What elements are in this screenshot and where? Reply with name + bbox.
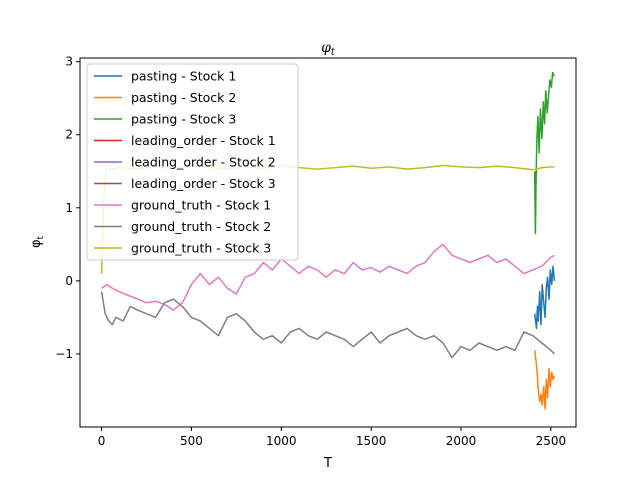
legend-label-4: leading_order - Stock 1 [131, 133, 276, 148]
legend-label-8: ground_truth - Stock 2 [131, 219, 271, 234]
y-axis-ticks: −1 0 1 2 3 [55, 55, 80, 361]
plot-frame [79, 57, 577, 428]
legend-label-5: leading_order - Stock 2 [131, 155, 276, 170]
legend-label-3: pasting - Stock 3 [131, 112, 236, 127]
chart-title: φt [321, 40, 336, 58]
legend-label-2: pasting - Stock 2 [131, 90, 236, 105]
series-line-8 [100, 291, 555, 359]
legend-frame [86, 63, 299, 261]
legend: pasting - Stock 1 pasting - Stock 2 pastin… [86, 63, 299, 261]
series-line-7 [101, 243, 555, 311]
x-tick-label: 2000 [446, 434, 477, 448]
y-tick-label: −1 [55, 347, 73, 361]
x-tick-label: 1500 [356, 434, 387, 448]
x-axis-ticks: 0 500 1000 1500 2000 2500 [98, 427, 566, 448]
legend-label-7: ground_truth - Stock 1 [131, 198, 271, 213]
y-tick-label: 1 [65, 201, 73, 215]
y-axis-label: φt [29, 235, 46, 248]
series-line-1 [533, 265, 556, 330]
series-line-3 [533, 71, 556, 235]
legend-label-6: leading_order - Stock 3 [131, 176, 276, 191]
series-line-2 [533, 350, 556, 410]
x-tick-label: 2500 [536, 434, 567, 448]
x-tick-label: 1000 [266, 434, 297, 448]
legend-label-9: ground_truth - Stock 3 [131, 241, 271, 256]
x-tick-label: 0 [98, 434, 106, 448]
y-tick-label: 0 [65, 274, 73, 288]
x-axis-label: T [323, 456, 332, 471]
y-tick-label: 3 [65, 55, 73, 69]
x-tick-label: 500 [180, 434, 203, 448]
legend-label-1: pasting - Stock 1 [131, 69, 236, 84]
y-tick-label: 2 [65, 128, 73, 142]
